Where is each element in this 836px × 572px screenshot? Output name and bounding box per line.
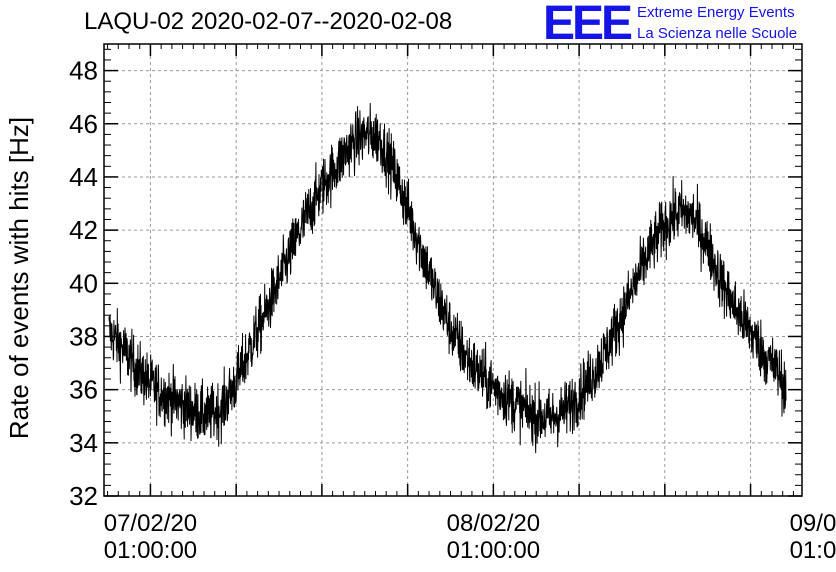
- y-tick-label: 42: [69, 215, 98, 245]
- axis-labels: 32343638404244464807/02/2001:00:0008/02/…: [69, 56, 836, 564]
- x-tick-label-time: 01:00:00: [447, 537, 540, 564]
- rate-series-line: [108, 102, 787, 454]
- x-tick-label-date: 07/02/20: [104, 510, 197, 537]
- x-tick-label-time: 01:00:00: [104, 537, 197, 564]
- eee-logo: EEE: [543, 0, 633, 50]
- y-tick-label: 44: [69, 162, 98, 192]
- y-tick-label: 34: [69, 428, 98, 458]
- chart-title: LAQU-02 2020-02-07--2020-02-08: [84, 8, 453, 35]
- y-tick-label: 40: [69, 268, 98, 298]
- y-tick-label: 36: [69, 375, 98, 405]
- logo-subtitle-line2: La Scienza nelle Scuole: [637, 25, 798, 42]
- plot-frame: [103, 43, 803, 497]
- x-tick-label-time: 01:00:00: [790, 537, 836, 564]
- x-tick-label-date: 09/02/20: [790, 510, 836, 537]
- y-axis-label: Rate of events with hits [Hz]: [4, 117, 34, 439]
- x-tick-label-date: 08/02/20: [447, 510, 540, 537]
- y-tick-label: 46: [69, 109, 98, 139]
- y-tick-label: 32: [69, 481, 98, 511]
- y-tick-label: 48: [69, 56, 98, 86]
- series-layer: [108, 102, 787, 454]
- grid: [104, 44, 802, 496]
- y-tick-label: 38: [69, 321, 98, 351]
- axis-ticks: [104, 44, 802, 497]
- logo-subtitle-line1: Extreme Energy Events: [637, 4, 795, 21]
